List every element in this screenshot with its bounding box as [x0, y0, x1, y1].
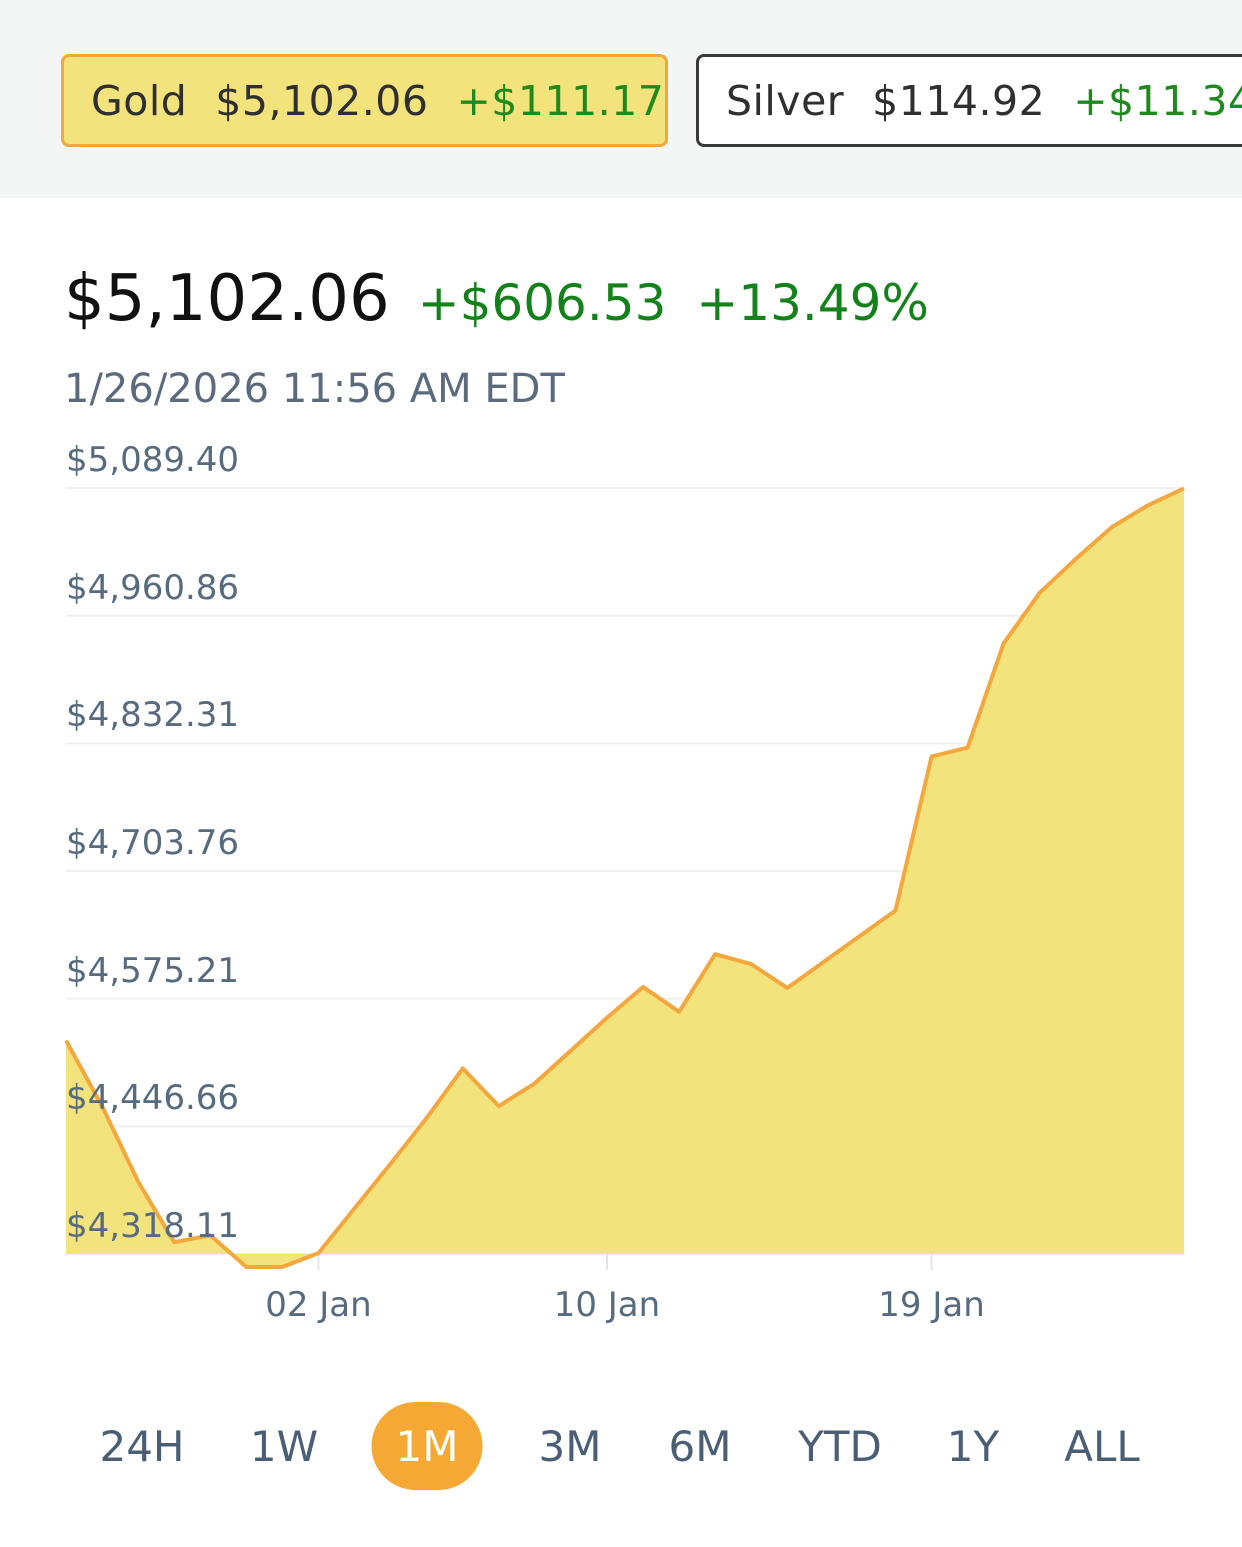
- range-selector: 24H 1W 1M 3M 6M YTD 1Y ALL: [0, 1402, 1242, 1492]
- range-button-all[interactable]: ALL: [1064, 1421, 1140, 1471]
- y-tick-label: $4,703.76: [66, 822, 240, 863]
- price-line: [64, 486, 1185, 1270]
- ticker-bar: Gold $5,102.06 +$111.17 Silver $114.92 +…: [0, 0, 1242, 198]
- ticker-change: +$11.34: [1073, 76, 1242, 125]
- price-area: [66, 488, 1184, 1268]
- ticker-gold[interactable]: Gold $5,102.06 +$111.17: [61, 54, 668, 147]
- range-button-ytd[interactable]: YTD: [798, 1421, 882, 1471]
- range-button-24h[interactable]: 24H: [99, 1421, 185, 1471]
- price-summary: $5,102.06 +$606.53 +13.49%: [64, 262, 929, 336]
- current-price: $5,102.06: [64, 262, 390, 336]
- x-tick-label: 02 Jan: [265, 1285, 372, 1325]
- x-tick-label: 10 Jan: [553, 1285, 661, 1325]
- range-button-6m[interactable]: 6M: [668, 1421, 732, 1471]
- y-tick-label: $5,089.40: [66, 440, 240, 480]
- x-tick-label: 19 Jan: [878, 1285, 985, 1325]
- ticker-silver[interactable]: Silver $114.92 +$11.34: [696, 54, 1242, 147]
- ticker-name: Silver: [726, 76, 845, 125]
- y-tick-label: $4,318.11: [66, 1206, 240, 1246]
- ticker-name: Gold: [91, 76, 188, 125]
- chart-canvas: [64, 486, 1185, 1270]
- range-button-1m[interactable]: 1M: [371, 1402, 483, 1490]
- price-chart[interactable]: $5,089.40 $4,960.86 $4,832.31 $4,703.76 $4,5…: [0, 430, 1242, 1350]
- y-tick-label: $4,446.66: [66, 1078, 240, 1119]
- ticker-price: $114.92: [872, 76, 1046, 125]
- range-button-1w[interactable]: 1W: [249, 1421, 319, 1471]
- y-tick-label: $4,575.21: [66, 950, 240, 991]
- percent-change: +13.49%: [696, 274, 929, 332]
- price-timestamp: 1/26/2026 11:56 AM EDT: [64, 366, 565, 412]
- range-button-3m[interactable]: 3M: [538, 1421, 602, 1471]
- ticker-price: $5,102.06: [215, 76, 429, 125]
- ticker-change: +$111.17: [456, 76, 665, 125]
- y-tick-label: $4,832.31: [66, 695, 240, 736]
- y-tick-label: $4,960.86: [66, 567, 240, 608]
- absolute-change: +$606.53: [417, 274, 667, 332]
- range-button-1y[interactable]: 1Y: [946, 1421, 1000, 1471]
